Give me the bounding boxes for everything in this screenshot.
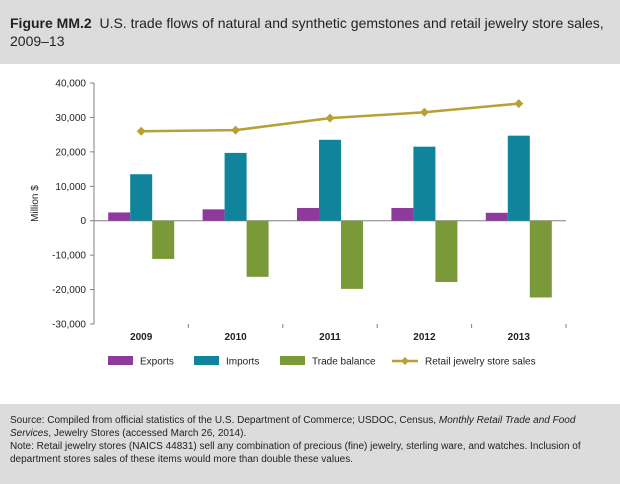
- source-line: Source: Compiled from official statistic…: [10, 414, 610, 440]
- line-point-retail-sales: [136, 126, 146, 136]
- y-tick-label: 20,000: [55, 147, 86, 158]
- x-tick-label: 2009: [130, 332, 153, 343]
- bar-exports: [391, 207, 414, 221]
- source-prefix: Source: Compiled from official statistic…: [10, 415, 439, 426]
- legend-label: Exports: [140, 357, 174, 368]
- figure-title-bar: Figure MM.2 U.S. trade flows of natural …: [0, 0, 620, 64]
- bar-trade-balance: [341, 220, 363, 289]
- bar-imports: [413, 146, 436, 221]
- legend-label: Retail jewelry store sales: [425, 357, 536, 368]
- x-tick-label: 2010: [224, 332, 247, 343]
- bar-imports: [224, 152, 247, 221]
- legend-swatch: [280, 356, 305, 365]
- figure-label: Figure MM.2: [10, 15, 92, 31]
- legend-swatch: [194, 356, 219, 365]
- bar-exports: [108, 212, 131, 221]
- bar-imports: [319, 139, 341, 221]
- y-tick-label: 30,000: [55, 113, 86, 124]
- source-suffix: , Jewelry Stores (accessed March 26, 201…: [48, 428, 247, 439]
- y-tick-label: 40,000: [55, 79, 86, 90]
- chart-area: -30,000 -20,000 -10,000 0 10,000 20,000 30,000…: [0, 64, 620, 404]
- bar-trade-balance: [435, 220, 458, 282]
- bar-trade-balance: [246, 220, 269, 277]
- figure-title: Figure MM.2 U.S. trade flows of natural …: [10, 14, 610, 50]
- line-point-retail-sales: [419, 107, 429, 117]
- bar-exports: [485, 212, 508, 221]
- legend-label: Imports: [226, 357, 259, 368]
- legend-marker: [401, 357, 409, 365]
- line-point-retail-sales: [325, 113, 335, 123]
- x-tick-label: 2012: [413, 332, 436, 343]
- y-tick-label: -10,000: [52, 251, 86, 262]
- source-publication: Monthly Retail Trade and Food Services: [10, 415, 576, 439]
- figure-title-text: U.S. trade flows of natural and syntheti…: [10, 15, 604, 49]
- y-tick-label: -30,000: [52, 320, 86, 331]
- y-axis-label: Million $: [30, 185, 41, 222]
- bar-exports: [297, 207, 319, 221]
- y-tick-label: -20,000: [52, 285, 86, 296]
- line-point-retail-sales: [231, 125, 241, 135]
- source-notes: Source: Compiled from official statistic…: [0, 404, 620, 484]
- bar-trade-balance: [152, 220, 175, 259]
- x-tick-label: 2011: [319, 332, 341, 343]
- y-tick-label: 10,000: [55, 182, 86, 193]
- bar-trade-balance: [529, 220, 552, 298]
- bar-imports: [130, 174, 153, 221]
- chart-svg: -30,000 -20,000 -10,000 0 10,000 20,000 30,000…: [30, 79, 567, 368]
- bar-imports: [507, 135, 530, 221]
- y-tick-label: 0: [80, 216, 86, 227]
- x-tick-label: 2013: [508, 332, 531, 343]
- legend-swatch: [108, 356, 133, 365]
- note-line: Note: Retail jewelry stores (NAICS 44831…: [10, 441, 581, 465]
- legend-label: Trade balance: [312, 357, 376, 368]
- line-point-retail-sales: [514, 99, 524, 109]
- bar-exports: [202, 209, 225, 221]
